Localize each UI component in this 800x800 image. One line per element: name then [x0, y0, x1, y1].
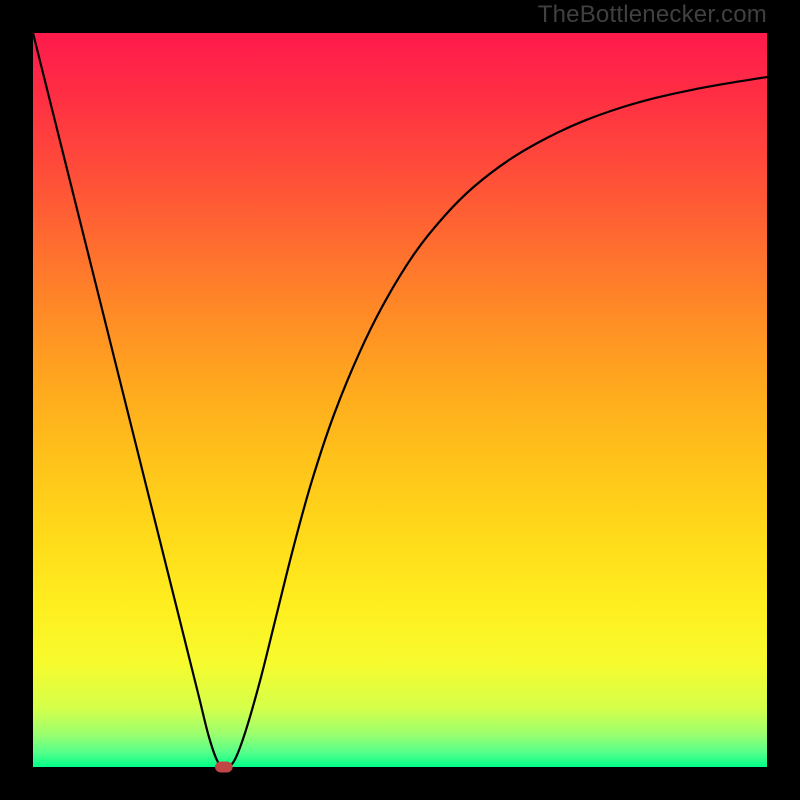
bottleneck-curve [33, 33, 767, 767]
chart-container: TheBottlenecker.com [0, 0, 800, 800]
optimum-marker [215, 761, 233, 772]
curve-layer [33, 33, 767, 767]
plot-area [33, 33, 767, 767]
watermark-text: TheBottlenecker.com [538, 1, 767, 29]
